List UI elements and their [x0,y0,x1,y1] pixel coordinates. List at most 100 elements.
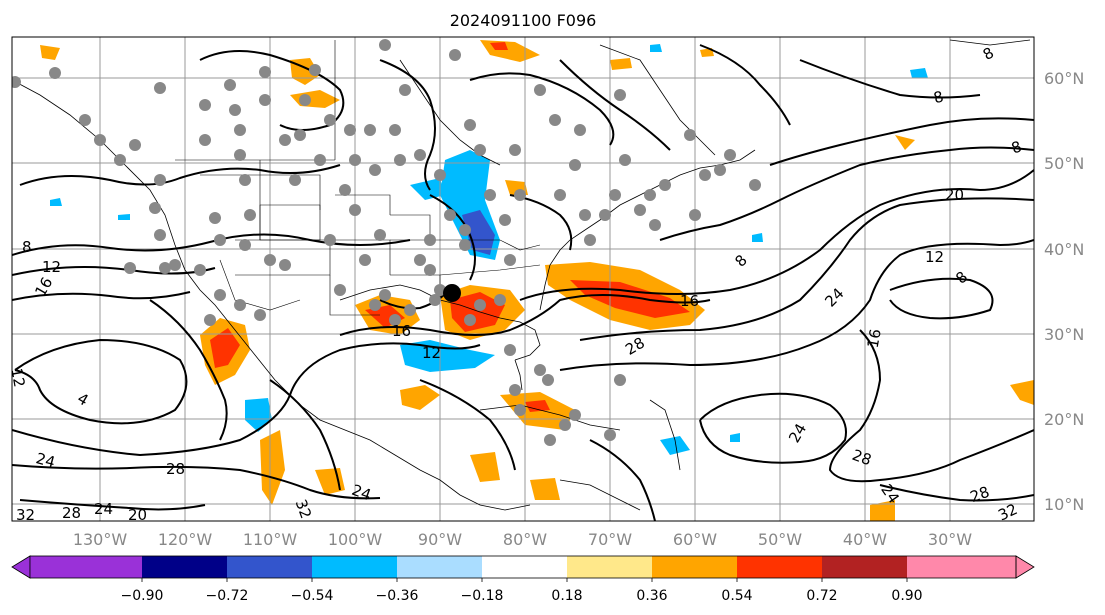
station-dot [259,94,271,106]
station-dot [459,224,471,236]
station-dot [199,134,211,146]
station-dot [289,174,301,186]
contour-label: 32 [995,500,1020,524]
contour-label: 28 [166,460,185,478]
station-dot [129,139,141,151]
contour-label: 24 [34,449,57,471]
colorbar-over-arrow [1015,555,1035,579]
latitude-tick-label: 10°N [1044,495,1084,514]
station-dot [699,169,711,181]
contour-label: 24 [94,500,113,518]
longitude-tick-label: 90°W [418,530,462,549]
colorbar-segment [227,556,312,578]
station-dot [474,299,486,311]
station-dot [234,149,246,161]
colorbar-under-arrow [11,555,31,579]
station-dot [204,314,216,326]
colorbar-outline [29,555,1017,579]
longitude-tick-label: 120°W [158,530,213,549]
contour-label: 28 [62,504,81,522]
station-dot [154,82,166,94]
station-dot [414,254,426,266]
station-dot [339,184,351,196]
longitude-tick-labels: 130°W 120°W 110°W 100°W 90°W 80°W 70°W 60°W 50°W… [73,530,972,549]
station-dot [324,234,336,246]
contour-label: 8 [932,87,946,107]
colorbar-tick-label: −0.72 [206,588,249,604]
contour-label: 16 [680,292,699,310]
station-dot [344,124,356,136]
station-dot [149,202,161,214]
coastlines [12,39,1031,511]
station-dot [224,79,236,91]
station-dot [579,209,591,221]
station-dot [214,289,226,301]
station-dot [399,84,411,96]
contour-label: 8 [22,238,32,256]
colorbar-tick-label: −0.36 [376,588,419,604]
station-dot [239,174,251,186]
station-dot [599,209,611,221]
contour-label: 28 [850,446,874,469]
station-dot [584,234,596,246]
station-dot [509,144,521,156]
station-dot [509,384,521,396]
station-dot [569,409,581,421]
station-dot [294,129,306,141]
contour-label: 32 [16,506,35,524]
contour-label: 12 [422,344,441,362]
station-dot [389,314,401,326]
contour-label: 12 [42,258,61,276]
longitude-tick-label: 70°W [588,530,632,549]
station-dot [544,434,556,446]
longitude-tick-label: 130°W [73,530,128,549]
station-dot [444,209,456,221]
station-dot [369,164,381,176]
station-dot [644,189,656,201]
station-dot [514,404,526,416]
contour-label: 16 [864,328,885,350]
station-dot [659,179,671,191]
station-dot [464,119,476,131]
station-dot [404,304,416,316]
station-dot [309,64,321,76]
map-panel: 8 12 16 12 4 24 28 32 28 24 20 24 32 16 … [12,37,1034,524]
station-dot [199,99,211,111]
station-dot [349,154,361,166]
station-dot [714,164,726,176]
station-dot [474,144,486,156]
colorbar-segment [567,556,652,578]
station-dot [449,49,461,61]
station-dot [154,174,166,186]
colorbar-tick-label: 0.90 [891,588,922,604]
longitude-tick-label: 60°W [673,530,717,549]
colorbar-tick-label: 0.36 [636,588,667,604]
station-dot [209,212,221,224]
station-dot [514,189,526,201]
station-dot [314,154,326,166]
station-dot [259,66,271,78]
station-dot [424,234,436,246]
longitude-tick-label: 30°W [928,530,972,549]
station-dot [49,67,61,79]
station-dot [159,262,171,274]
station-dot [369,299,381,311]
station-dot [79,114,91,126]
station-dot [279,259,291,271]
station-dot [429,294,441,306]
station-dot [394,154,406,166]
contour-lines [12,44,1034,521]
colorbar-segment [482,556,567,578]
longitude-tick-label: 80°W [503,530,547,549]
station-dot [299,94,311,106]
colorbar-tick-label: −0.54 [291,588,334,604]
colorbar-tick-label: 0.72 [806,588,837,604]
station-dot [534,84,546,96]
station-dot [614,374,626,386]
longitude-tick-label: 50°W [758,530,802,549]
colorbar-segment [397,556,482,578]
station-dot [359,254,371,266]
station-dot [689,209,701,221]
latitude-tick-label: 30°N [1044,325,1084,344]
